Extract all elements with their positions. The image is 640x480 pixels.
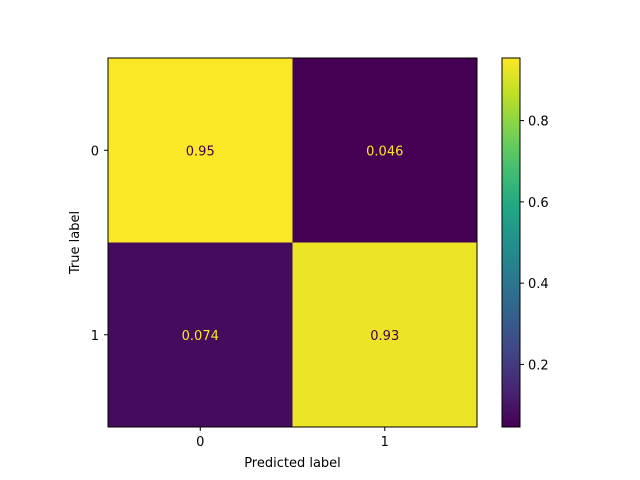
cell-1-1 — [292, 242, 478, 428]
colorbar-tick-label-2: 0.6 — [528, 196, 549, 211]
y-tick-label-1: 1 — [91, 329, 99, 344]
x-tick-label-1: 1 — [381, 435, 389, 450]
plot-frame — [107, 57, 478, 428]
cell-label-1-1: 0.93 — [370, 329, 399, 344]
cell-0-1 — [292, 58, 478, 243]
y-axis-label: True label — [68, 211, 83, 275]
colorbar: 0.2 0.4 0.6 0.8 — [501, 57, 549, 428]
cell-1-0 — [108, 242, 293, 428]
y-tick-label-0: 0 — [91, 144, 99, 159]
y-axis: 01 — [91, 144, 108, 344]
heatmap-cells — [108, 58, 478, 428]
cell-label-1-0: 0.074 — [182, 329, 219, 344]
x-tick-label-0: 0 — [196, 435, 204, 450]
cell-0-0 — [108, 58, 293, 243]
colorbar-tick-label-3: 0.8 — [528, 115, 549, 130]
colorbar-frame — [501, 57, 521, 428]
cell-label-0-0: 0.95 — [186, 144, 215, 159]
colorbar-tick-label-1: 0.4 — [528, 277, 549, 292]
x-axis-label: Predicted label — [244, 456, 341, 471]
cell-label-0-1: 0.046 — [366, 144, 403, 159]
colorbar-gradient — [502, 58, 520, 427]
colorbar-tick-label-0: 0.2 — [528, 358, 549, 373]
cell-labels: 0.95 0.046 0.074 0.93 — [182, 144, 404, 344]
